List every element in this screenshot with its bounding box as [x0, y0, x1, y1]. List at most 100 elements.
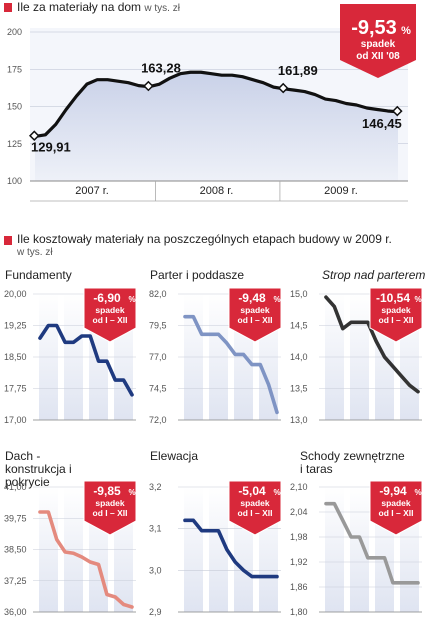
main-title-text: Ile za materiały na dom [17, 0, 142, 14]
y-tick-label: 2,04 [290, 507, 308, 517]
badge-line1: spadek [381, 305, 411, 315]
quarter-band [325, 487, 344, 612]
y-tick-label: 175 [7, 64, 22, 74]
y-tick-label: 150 [7, 102, 22, 112]
y-tick-label: 39,75 [4, 513, 27, 523]
badge-line2: od I – XII [379, 508, 414, 518]
y-tick-label: 1,98 [290, 532, 308, 542]
y-tick-label: 2,10 [290, 482, 308, 492]
badge-line1: spadek [361, 39, 396, 50]
badge-percent: % [273, 295, 280, 304]
data-marker [391, 105, 403, 117]
badge-percent: % [414, 295, 421, 304]
section2-title-text: Ile kosztowały materiały na poszczególny… [17, 232, 392, 246]
y-tick-label: 13,0 [290, 415, 308, 425]
y-tick-label: 14,0 [290, 352, 308, 362]
small-title-4: Elewacja [150, 449, 199, 463]
section2-unit: w tys. zł [17, 247, 53, 258]
badge-arrow [369, 480, 423, 536]
data-label: 163,28 [141, 61, 181, 76]
badge-percent: % [128, 488, 135, 497]
badge-line1: spadek [240, 305, 270, 315]
y-tick-label: 72,0 [149, 415, 167, 425]
quarter-band [350, 487, 369, 612]
y-tick-label: 14,5 [290, 321, 308, 331]
data-label: 161,89 [278, 63, 318, 78]
y-tick-label: 77,0 [149, 352, 167, 362]
x-group-label: 2008 r. [200, 185, 234, 197]
y-tick-label: 3,1 [149, 524, 162, 534]
badge-value: -6,90 [93, 291, 121, 305]
y-tick-label: 3,2 [149, 482, 162, 492]
y-tick-label: 79,5 [149, 321, 167, 331]
badge-line1: spadek [95, 498, 125, 508]
badge-value: -9,85 [93, 484, 121, 498]
small-title-1: Parter i poddasze [150, 268, 245, 282]
series-line [34, 70, 399, 139]
badge-line1: spadek [240, 498, 270, 508]
badge-arrow [83, 480, 137, 536]
quarter-band [209, 487, 228, 612]
quarter-band [184, 487, 203, 612]
badge-percent: % [273, 488, 280, 497]
data-marker [277, 82, 289, 94]
series-line [38, 510, 134, 609]
data-marker [28, 130, 40, 142]
x-group-label: 2009 r. [324, 185, 358, 197]
y-tick-label: 17,00 [4, 415, 27, 425]
series-line [183, 314, 279, 415]
series-line [183, 518, 279, 579]
badge-line1: spadek [381, 498, 411, 508]
data-label: 129,91 [31, 139, 71, 154]
series-line [38, 323, 134, 397]
y-tick-label: 20,00 [4, 289, 27, 299]
y-tick-label: 17,75 [4, 384, 27, 394]
title-marker [4, 3, 12, 12]
badge-value: -5,04 [238, 484, 266, 498]
y-tick-label: 36,00 [4, 607, 27, 617]
y-tick-label: 200 [7, 27, 22, 37]
badge-arrow [340, 4, 416, 78]
main-unit: w tys. zł [144, 3, 180, 14]
y-tick-label: 3,0 [149, 565, 162, 575]
series-line [324, 295, 420, 394]
badge-percent: % [414, 488, 421, 497]
section2-marker [4, 236, 12, 245]
y-tick-label: 13,5 [290, 384, 308, 394]
y-tick-label: 15,0 [290, 289, 308, 299]
y-tick-label: 19,25 [4, 321, 27, 331]
y-tick-label: 18,50 [4, 352, 27, 362]
badge-arrow [228, 480, 282, 536]
badge-line1: spadek [95, 305, 125, 315]
y-tick-label: 1,86 [290, 582, 308, 592]
badge-value: -9,94 [379, 484, 407, 498]
y-tick-label: 100 [7, 176, 22, 186]
badge-percent: % [128, 295, 135, 304]
y-tick-label: 125 [7, 139, 22, 149]
badge-line2: od I – XII [379, 315, 414, 325]
badge-arrow [369, 287, 423, 343]
section2-title: Ile kosztowały materiały na poszczególny… [17, 232, 392, 246]
badge-percent: % [401, 25, 411, 37]
badge-arrow [83, 287, 137, 343]
y-tick-label: 82,0 [149, 289, 167, 299]
area-fill [35, 72, 398, 181]
y-tick-label: 41,00 [4, 482, 27, 492]
data-label: 146,45 [362, 116, 402, 131]
badge-line2: od I – XII [93, 508, 128, 518]
badge-arrow [228, 287, 282, 343]
main-chart: 100 125 150 175 200 2007 r. 2008 r. 2009 r. 129,… [7, 4, 416, 202]
badge-line2: od I – XII [93, 315, 128, 325]
y-tick-label: 38,50 [4, 545, 27, 555]
badge-value: -10,54 [376, 291, 410, 305]
y-tick-label: 74,5 [149, 384, 167, 394]
small-title-5: Schody zewnętrzne i taras [300, 449, 405, 476]
badge-value: -9,48 [238, 291, 266, 305]
small-title-2: Strop nad parterem [322, 268, 426, 282]
badge-line2: od I – XII [238, 315, 273, 325]
badge-line2: od XII '08 [356, 51, 400, 62]
series-line [324, 501, 420, 585]
y-tick-label: 37,25 [4, 576, 27, 586]
main-chart-title: Ile za materiały na dom w tys. zł [17, 0, 180, 14]
